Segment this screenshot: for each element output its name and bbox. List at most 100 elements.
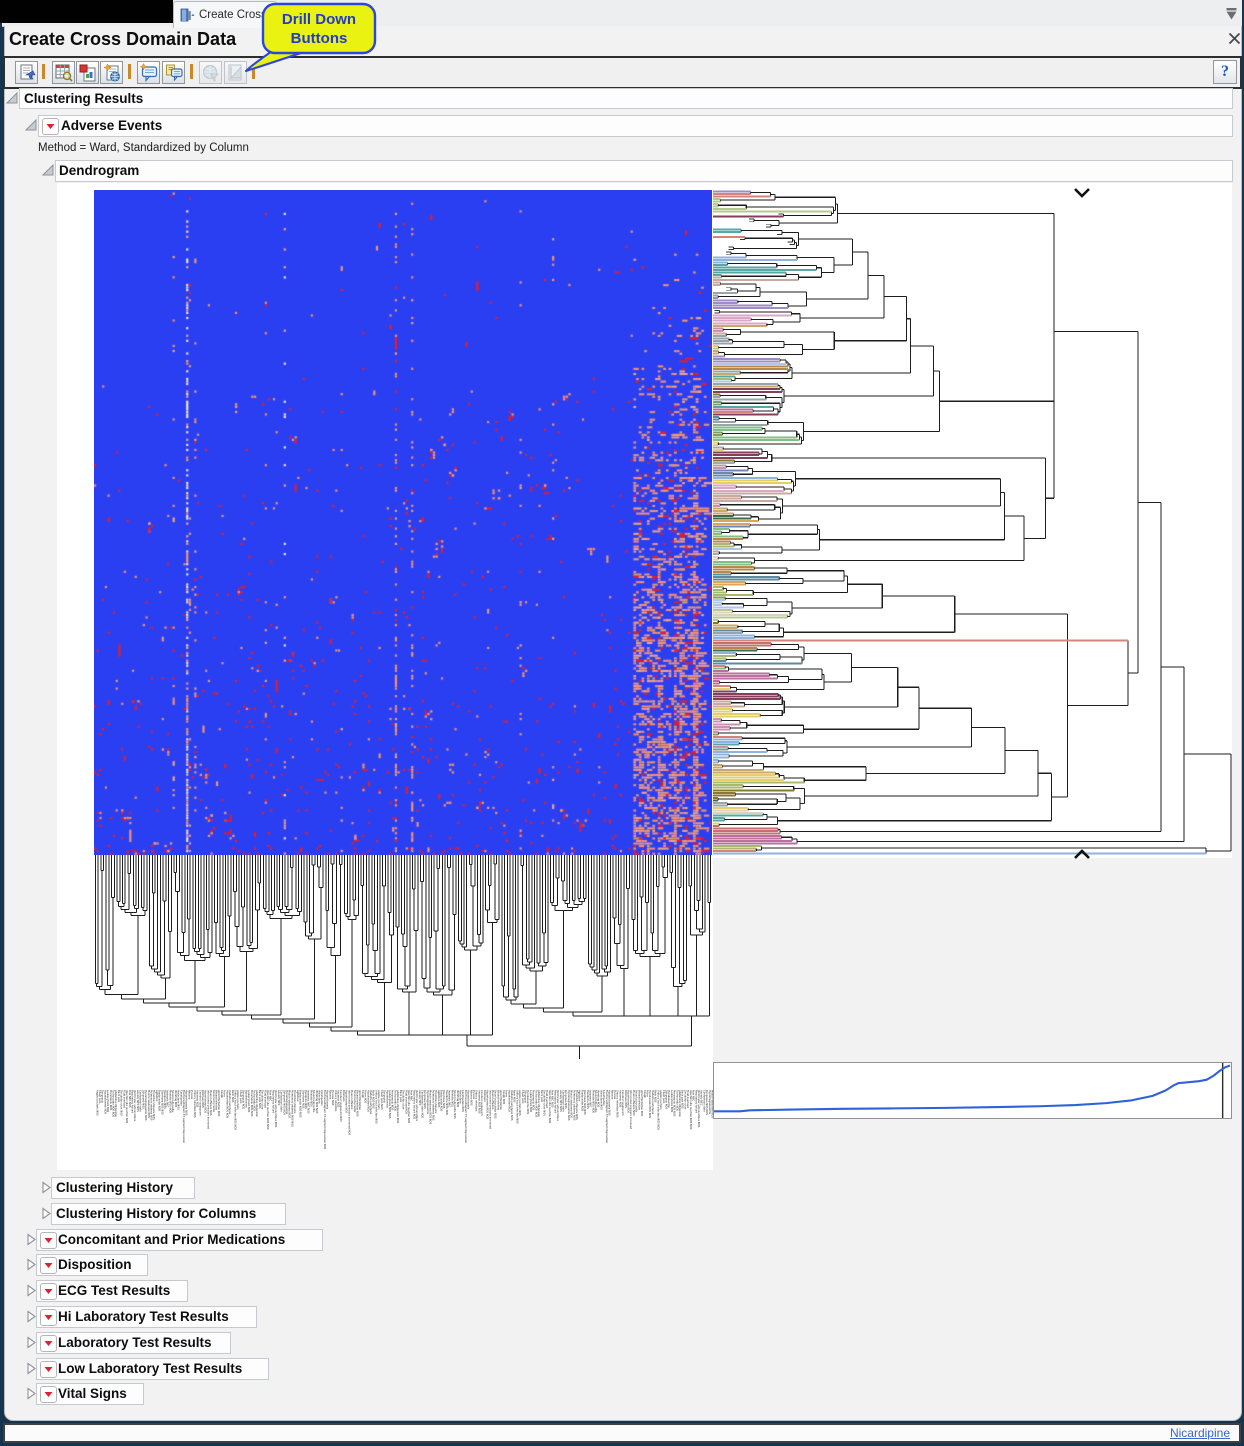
svg-text:Confusional state NOS: Confusional state NOS: [421, 1090, 425, 1118]
outline-open-icon[interactable]: [25, 119, 37, 131]
svg-text:Electrocardiogram ST segment d: Electrocardiogram ST segment depression: [182, 1090, 186, 1143]
outline-closed-icon[interactable]: [26, 1284, 37, 1297]
outline-closed-icon[interactable]: [41, 1181, 52, 1194]
section-menu-button[interactable]: [40, 1309, 57, 1326]
section-menu-button[interactable]: [40, 1361, 57, 1378]
svg-text:Urinary tract infection NOS: Urinary tract infection NOS: [515, 1090, 519, 1124]
svg-text:Urinary tract infection NOS NO: Urinary tract infection NOS NOS: [233, 1090, 237, 1130]
svg-text:Oedema peripheral: Oedema peripheral: [651, 1090, 655, 1115]
svg-text:Muscle weakness NOS: Muscle weakness NOS: [288, 1090, 292, 1118]
svg-text:Dyspepsia: Dyspepsia: [524, 1090, 528, 1103]
svg-text:Fever: Fever: [645, 1090, 649, 1098]
svg-text:Back pain NOS: Back pain NOS: [681, 1090, 685, 1109]
section-header-box[interactable]: [36, 1383, 144, 1405]
svg-text:Pain NEC: Pain NEC: [692, 1090, 696, 1101]
svg-text:Pain NEC NOS: Pain NEC NOS: [128, 1090, 132, 1108]
svg-text:Dyspnoea NOS: Dyspnoea NOS: [141, 1090, 145, 1109]
toolbar-separator: [42, 64, 45, 79]
toolbar-button-new-web-report[interactable]: [100, 61, 123, 84]
svg-text:Ventricular extrasystoles NOS: Ventricular extrasystoles NOS: [697, 1090, 701, 1128]
svg-text:Pain NEC: Pain NEC: [410, 1090, 414, 1101]
outline-closed-icon[interactable]: [26, 1233, 37, 1246]
status-link-nicardipine[interactable]: Nicardipine: [1169, 1426, 1230, 1440]
section-header-box[interactable]: [51, 1203, 286, 1225]
svg-text:Atrial fibrillation: Atrial fibrillation: [499, 1090, 503, 1110]
svg-text:Anxiety NEC: Anxiety NEC: [418, 1090, 422, 1106]
toolbar-button-data-table-view[interactable]: [52, 61, 75, 84]
svg-text:Diarrhoea NOS NOS: Diarrhoea NOS NOS: [583, 1090, 587, 1115]
close-icon[interactable]: [1228, 32, 1241, 45]
section-menu-button[interactable]: [40, 1335, 57, 1352]
window-title: Create Cross Domain Data: [9, 29, 237, 49]
tab-create-cross-domain[interactable]: Create Cross: [173, 1, 277, 28]
help-button[interactable]: ?: [1213, 60, 1237, 84]
svg-text:Anaemia NOS: Anaemia NOS: [618, 1090, 622, 1108]
outline-closed-icon[interactable]: [26, 1336, 37, 1349]
toolbar-button-copy-annotation[interactable]: [162, 61, 185, 84]
svg-text:Bradycardia NOS NOS: Bradycardia NOS NOS: [299, 1090, 303, 1118]
svg-text:Thrombocytopenia NOS: Thrombocytopenia NOS: [575, 1090, 579, 1120]
section-header-box[interactable]: [51, 1177, 195, 1199]
section-menu-button[interactable]: [40, 1283, 57, 1300]
section-menu-button[interactable]: [40, 1257, 57, 1274]
section-header-box[interactable]: [36, 1358, 269, 1380]
toolbar-separator: [190, 64, 193, 79]
new-annotation-icon: [139, 63, 158, 82]
toolbar-button-new-annotation[interactable]: [137, 61, 160, 84]
red-triangle-icon: [44, 1367, 53, 1372]
cluster-heatmap[interactable]: [94, 190, 712, 855]
callout-line1: Drill Down: [282, 11, 356, 28]
svg-text:Urinary tract infection NOS: Urinary tract infection NOS: [374, 1090, 378, 1124]
section-title: Laboratory Test Results: [58, 1335, 212, 1350]
toolbar-button-journal-report[interactable]: [15, 61, 38, 84]
svg-text:Leukocytosis NOS: Leukocytosis NOS: [247, 1090, 251, 1113]
section-header-box[interactable]: [36, 1280, 188, 1302]
outline-open-icon[interactable]: [6, 92, 18, 104]
adverse-events-menu-button[interactable]: [42, 118, 59, 135]
section-title: Low Laboratory Test Results: [58, 1361, 243, 1376]
svg-text:Diarrhoea NOS NOS: Diarrhoea NOS NOS: [160, 1090, 164, 1115]
section-header-box[interactable]: [36, 1306, 257, 1328]
svg-text:Ventricular extrasystoles: Ventricular extrasystoles: [556, 1090, 560, 1122]
outline-closed-icon[interactable]: [26, 1362, 37, 1375]
svg-text:Pleural effusion: Pleural effusion: [491, 1090, 495, 1110]
svg-text:Pleural effusion: Pleural effusion: [350, 1090, 354, 1110]
outline-closed-icon[interactable]: [26, 1387, 37, 1400]
red-triangle-icon: [44, 1341, 53, 1346]
svg-text:Wound infection: Wound infection: [215, 1090, 219, 1111]
svg-text:Thrombocytopenia: Thrombocytopenia: [434, 1090, 438, 1114]
section-menu-button[interactable]: [40, 1386, 57, 1403]
svg-text:Injection site reaction NOS: Injection site reaction NOS: [407, 1090, 411, 1124]
svg-text:Vomiting NOS: Vomiting NOS: [597, 1090, 601, 1108]
adverse-events-title: Adverse Events: [61, 118, 163, 133]
cluster-cut-markers[interactable]: [1074, 188, 1090, 859]
svg-text:Fluid overload: Fluid overload: [545, 1090, 549, 1108]
section-header-box[interactable]: [36, 1332, 231, 1354]
toolbar-button-save-image[interactable]: [76, 61, 99, 84]
svg-text:Angina pectoris: Angina pectoris: [659, 1090, 663, 1110]
svg-text:Insomnia NEC NOS: Insomnia NEC NOS: [307, 1090, 311, 1114]
auto-hide-pin-icon[interactable]: [1224, 7, 1239, 21]
dendrogram-header-box[interactable]: [55, 160, 1233, 182]
section-header-box[interactable]: [36, 1229, 323, 1251]
svg-text:Angina pectoris NOS: Angina pectoris NOS: [518, 1090, 522, 1116]
outline-closed-icon[interactable]: [41, 1207, 52, 1220]
svg-text:Nausea: Nausea: [610, 1090, 614, 1100]
svg-text:Dyspnoea NOS: Dyspnoea NOS: [423, 1090, 427, 1109]
adverse-events-header-box[interactable]: [38, 115, 1233, 137]
svg-text:Oedema peripheral: Oedema peripheral: [369, 1090, 373, 1115]
svg-text:Cough: Cough: [643, 1090, 647, 1098]
svg-text:Vomiting NOS NOS: Vomiting NOS NOS: [315, 1090, 319, 1114]
svg-text:Bradycardia NOS: Bradycardia NOS: [439, 1090, 443, 1112]
svg-text:Chest pain: Chest pain: [662, 1090, 666, 1104]
outline-closed-icon[interactable]: [26, 1258, 37, 1271]
svg-text:Injection site reaction NOS NO: Injection site reaction NOS NOS: [266, 1090, 270, 1130]
section-header-box[interactable]: [36, 1254, 148, 1276]
svg-text:Intracranial pressure increase: Intracranial pressure increased NOS: [347, 1090, 351, 1135]
outline-open-icon[interactable]: [42, 164, 54, 176]
section-menu-button[interactable]: [40, 1232, 57, 1249]
clustering-results-header-box[interactable]: [19, 88, 1233, 109]
outline-closed-icon[interactable]: [26, 1310, 37, 1323]
scree-plot[interactable]: [713, 1062, 1232, 1119]
